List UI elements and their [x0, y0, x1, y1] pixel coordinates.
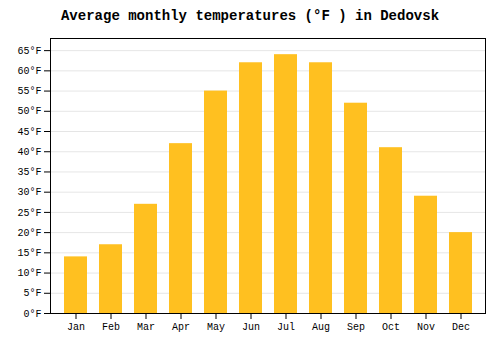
- svg-text:Sep: Sep: [347, 322, 365, 333]
- svg-text:May: May: [207, 322, 225, 333]
- svg-text:Mar: Mar: [137, 322, 155, 333]
- svg-text:55°F: 55°F: [17, 86, 41, 97]
- svg-text:0°F: 0°F: [23, 309, 41, 320]
- svg-text:Feb: Feb: [102, 322, 120, 333]
- svg-text:15°F: 15°F: [17, 248, 41, 259]
- svg-text:50°F: 50°F: [17, 106, 41, 117]
- svg-text:Nov: Nov: [417, 322, 435, 333]
- svg-text:45°F: 45°F: [17, 127, 41, 138]
- svg-text:Dec: Dec: [452, 322, 470, 333]
- svg-text:20°F: 20°F: [17, 228, 41, 239]
- svg-text:30°F: 30°F: [17, 187, 41, 198]
- svg-text:Oct: Oct: [382, 322, 400, 333]
- svg-text:Jun: Jun: [242, 322, 260, 333]
- svg-text:Apr: Apr: [172, 322, 190, 333]
- svg-text:35°F: 35°F: [17, 167, 41, 178]
- svg-text:Aug: Aug: [312, 322, 330, 333]
- svg-text:65°F: 65°F: [17, 46, 41, 57]
- svg-text:Jan: Jan: [67, 322, 85, 333]
- svg-text:60°F: 60°F: [17, 66, 41, 77]
- html-text:Average monthly temperatures (: Average monthly temperatures (°F ) in De…: [61, 8, 439, 24]
- svg-text:25°F: 25°F: [17, 208, 41, 219]
- svg-text:40°F: 40°F: [17, 147, 41, 158]
- svg-text:Jul: Jul: [277, 322, 295, 333]
- svg-text:10°F: 10°F: [17, 268, 41, 279]
- svg-text:5°F: 5°F: [23, 288, 41, 299]
